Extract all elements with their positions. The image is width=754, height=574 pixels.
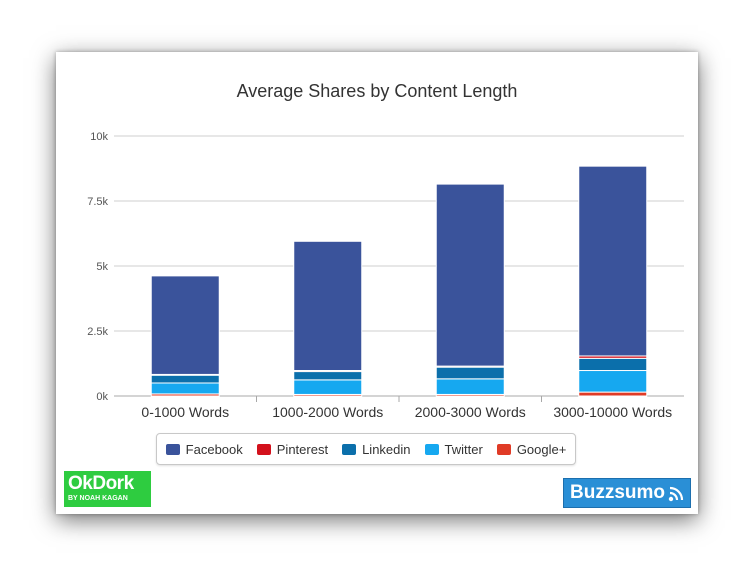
legend-label: Linkedin <box>362 441 411 457</box>
legend-item[interactable]: Facebook <box>165 441 243 457</box>
buzzsumo-logo: Buzzsumo <box>563 478 691 508</box>
bar-segment[interactable] <box>150 374 220 384</box>
y-tick-label: 2.5k <box>87 326 108 338</box>
legend-swatch <box>256 443 271 455</box>
okdork-logo-subtext: BY NOAH KAGAN <box>68 495 128 502</box>
bar-segment[interactable] <box>293 240 363 372</box>
legend-label: Google+ <box>516 441 567 457</box>
okdork-logo: OkDork BY NOAH KAGAN <box>64 471 151 507</box>
okdork-logo-text: OkDork <box>68 473 134 494</box>
chart-card: Average Shares by Content Length 0k 2.5k 5… <box>56 52 698 514</box>
bar-segment[interactable] <box>578 391 648 397</box>
legend-item[interactable]: Google+ <box>496 441 567 457</box>
legend-item[interactable]: Pinterest <box>256 441 329 457</box>
y-tick-label: 0k <box>96 391 108 403</box>
y-tick-label: 10k <box>90 131 108 143</box>
bar-segment[interactable] <box>150 382 220 395</box>
legend-label: Pinterest <box>276 441 329 457</box>
legend-item[interactable]: Linkedin <box>342 441 411 457</box>
buzzsumo-logo-text: Buzzsumo <box>570 482 665 503</box>
bar-segment[interactable] <box>293 379 363 395</box>
bar-segment[interactable] <box>578 370 648 393</box>
bar-segment[interactable] <box>435 183 505 367</box>
legend-label: Twitter <box>444 441 483 457</box>
chart-svg: Average Shares by Content Length 0k 2.5k 5… <box>87 81 684 420</box>
bar-segment[interactable] <box>578 165 648 357</box>
y-axis: 0k 2.5k 5k 7.5k 10k <box>87 131 108 403</box>
x-tick-label: 2000-3000 Words <box>415 404 526 420</box>
legend-swatch <box>496 443 511 455</box>
broadcast-icon <box>668 486 684 502</box>
legend-swatch <box>424 443 439 455</box>
bar-segment[interactable] <box>435 366 505 380</box>
bars <box>150 165 648 397</box>
legend: Facebook Pinterest Linkedin Twitter Google+ <box>156 433 576 465</box>
bar-segment[interactable] <box>293 371 363 381</box>
y-tick-label: 5k <box>96 261 108 273</box>
chart-title: Average Shares by Content Length <box>237 81 518 101</box>
bar-segment[interactable] <box>150 275 220 375</box>
x-tick-label: 0-1000 Words <box>141 404 229 420</box>
bar-segment[interactable] <box>435 378 505 395</box>
y-tick-label: 7.5k <box>87 196 108 208</box>
legend-item[interactable]: Twitter <box>424 441 483 457</box>
x-tick-label: 3000-10000 Words <box>553 404 672 420</box>
x-tick-label: 1000-2000 Words <box>272 404 383 420</box>
legend-swatch <box>165 443 180 455</box>
legend-swatch <box>342 443 357 455</box>
x-axis: 0-1000 Words 1000-2000 Words 2000-3000 Wor… <box>141 396 672 420</box>
legend-label: Facebook <box>185 441 243 457</box>
bar-segment[interactable] <box>578 357 648 372</box>
